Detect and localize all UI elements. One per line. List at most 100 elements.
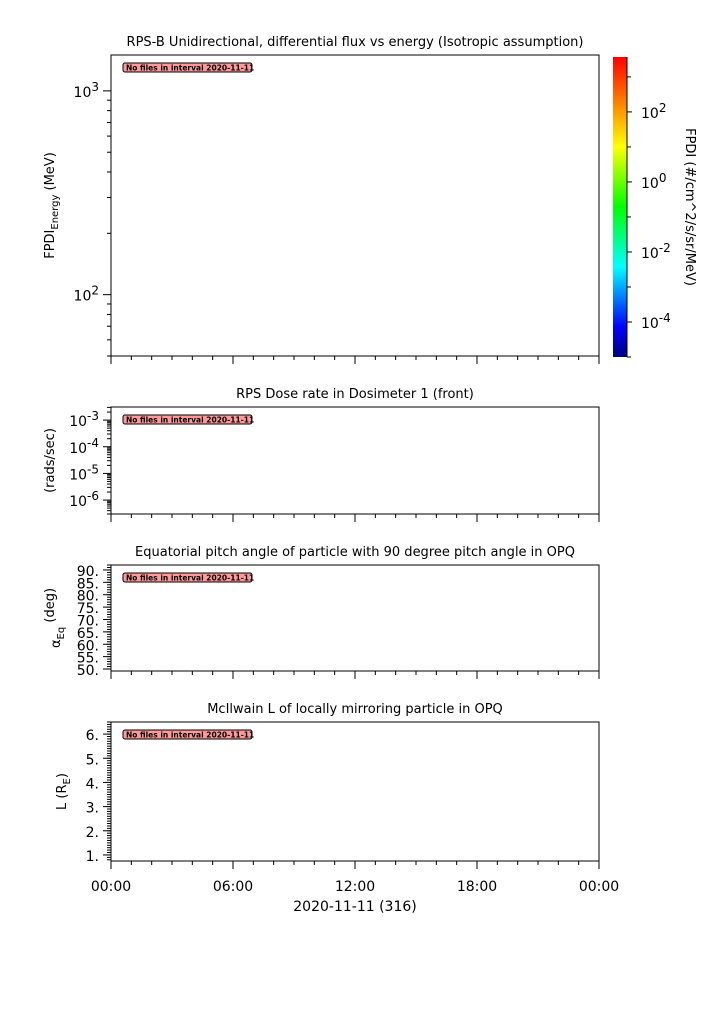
x-tick-label: 12:00 (335, 879, 375, 895)
tick-base: 10 (74, 85, 92, 101)
panel-title: Equatorial pitch angle of particle with … (135, 545, 575, 560)
y-tick-label: 1. (86, 849, 99, 865)
tick-base: 65. (77, 626, 99, 642)
y-tick-label: 50. (77, 663, 99, 679)
no-data-badge: No files in interval 2020-11-11 (122, 414, 254, 425)
tick-base: 3. (86, 801, 99, 817)
tick-exponent: 3 (91, 80, 99, 94)
panel-title: RPS Dose rate in Dosimeter 1 (front) (236, 387, 474, 402)
badge-background (122, 62, 253, 73)
tick-exponent: -4 (87, 436, 99, 450)
tick-base: 50. (77, 663, 99, 679)
no-data-message: No files in interval 2020-11-11 (126, 416, 254, 425)
no-data-badge: No files in interval 2020-11-11 (122, 572, 254, 583)
y-label-main: FPDI (43, 230, 58, 259)
tick-exponent: 0 (659, 171, 667, 185)
plot-frame (110, 54, 600, 357)
y-tick-label: 10-4 (69, 436, 99, 457)
y-tick-label: 102 (74, 284, 99, 305)
panel-title: RPS-B Unidirectional, differential flux … (127, 35, 584, 50)
tick-base: 80. (77, 589, 99, 605)
tick-base: 85. (77, 576, 99, 592)
y-tick-label: 90. (77, 564, 99, 580)
y-tick-label: 65. (77, 626, 99, 642)
tick-base: 10 (69, 414, 87, 430)
x-tick-label: 00:00 (91, 879, 131, 895)
tick-base: 6. (86, 728, 99, 744)
y-tick-label: 4. (86, 776, 99, 792)
y-axis-label: αEq (deg) (43, 588, 67, 648)
y-tick-label: 103 (74, 80, 99, 101)
tick-base: 4. (86, 776, 99, 792)
tick-base: 10 (641, 106, 659, 122)
tick-base: 70. (77, 613, 99, 629)
y-label-subscript: Energy (50, 195, 61, 230)
badge-background (122, 572, 253, 583)
tick-base: 10 (69, 467, 87, 483)
tick-base: 10 (69, 441, 87, 457)
colorbar-gradient (613, 57, 627, 357)
y-tick-label: 6. (86, 728, 99, 744)
y-tick-label: 80. (77, 589, 99, 605)
badge-background (122, 414, 253, 425)
x-tick-label: 18:00 (457, 879, 497, 895)
y-axis-label: (rads/sec) (43, 428, 58, 493)
y-label-rest: (MeV) (43, 152, 58, 194)
y-label-main: α (49, 639, 64, 648)
tick-exponent: -5 (87, 462, 99, 476)
y-tick-label: 10-3 (69, 409, 99, 430)
y-axis-label: L (RE) (55, 773, 73, 810)
x-tick-label: 06:00 (213, 879, 253, 895)
no-data-message: No files in interval 2020-11-11 (126, 64, 254, 73)
no-data-message: No files in interval 2020-11-11 (126, 574, 254, 583)
no-data-message: No files in interval 2020-11-11 (126, 731, 254, 740)
y-label-superscript: (deg) (43, 588, 58, 627)
tick-base: 10 (74, 289, 92, 305)
panel-4: McIlwain L of locally mirroring particle… (55, 702, 600, 869)
x-axis-date-label: 2020-11-11 (316) (293, 899, 416, 915)
tick-exponent: -4 (659, 311, 671, 325)
tick-base: 10 (641, 246, 659, 262)
tick-exponent: -3 (87, 409, 99, 423)
y-tick-label: 2. (86, 825, 99, 841)
plot-frame (110, 721, 600, 862)
colorbar-label: FPDI (#/cm^2/s/sr/MeV) (682, 128, 697, 286)
tick-exponent: 2 (91, 284, 99, 298)
y-axis-label: FPDIEnergy (MeV) (43, 152, 61, 259)
tick-base: 90. (77, 564, 99, 580)
tick-base: 60. (77, 638, 99, 654)
tick-base: 75. (77, 601, 99, 617)
y-tick-label: 3. (86, 801, 99, 817)
no-data-badge: No files in interval 2020-11-11 (122, 729, 254, 740)
y-tick-label: 10-5 (69, 462, 99, 483)
y-tick-label: 60. (77, 638, 99, 654)
y-label-main: (rads/sec) (43, 428, 58, 493)
tick-exponent: -6 (87, 489, 99, 503)
tick-base: 1. (86, 849, 99, 865)
panel-3: Equatorial pitch angle of particle with … (43, 545, 600, 679)
tick-base: 5. (86, 752, 99, 768)
y-tick-label: 5. (86, 752, 99, 768)
y-tick-label: 100 (641, 171, 666, 192)
y-label-subscript: E (62, 778, 73, 784)
y-tick-label: 10-4 (641, 311, 671, 332)
x-tick-label: 00:00 (579, 879, 619, 895)
y-tick-label: 85. (77, 576, 99, 592)
tick-exponent: -2 (659, 241, 671, 255)
panel-title: McIlwain L of locally mirroring particle… (207, 702, 503, 717)
tick-base: 10 (641, 316, 659, 332)
panel-2: RPS Dose rate in Dosimeter 1 (front)10-3… (43, 387, 600, 522)
tick-base: 2. (86, 825, 99, 841)
tick-exponent: 2 (659, 101, 667, 115)
y-tick-label: 10-6 (69, 489, 99, 510)
y-label-subscript: Eq (56, 627, 67, 640)
y-tick-label: 55. (77, 651, 99, 667)
y-tick-label: 75. (77, 601, 99, 617)
no-data-badge: No files in interval 2020-11-11 (122, 62, 254, 73)
y-label-main: L (R (55, 784, 70, 809)
panel-1: RPS-B Unidirectional, differential flux … (43, 35, 600, 364)
y-tick-label: 10-2 (641, 241, 671, 262)
tick-base: 10 (641, 176, 659, 192)
